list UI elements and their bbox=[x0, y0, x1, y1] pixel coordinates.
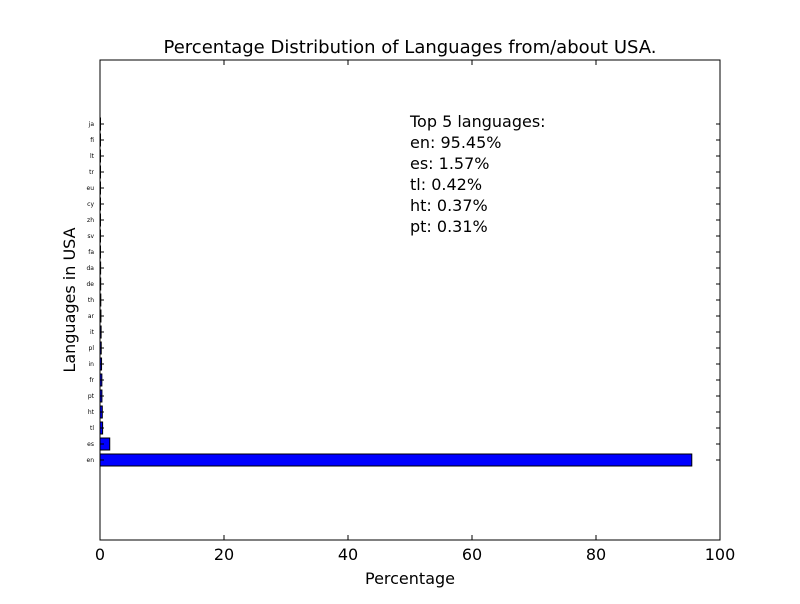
x-tick-label: 60 bbox=[462, 545, 482, 564]
annotation-line: Top 5 languages: bbox=[409, 112, 546, 131]
x-tick-label: 0 bbox=[95, 545, 105, 564]
y-ticks-group: en es tl ht pt fr in pl it ar th de da fa sv zh cy eu tr lt… bbox=[87, 121, 720, 464]
x-axis-label: Percentage bbox=[365, 569, 455, 588]
y-tick-label-eu: eu bbox=[87, 185, 95, 192]
y-tick-label-tl: tl bbox=[90, 425, 94, 432]
y-tick-label-es: es bbox=[87, 441, 94, 448]
x-ticks-group: 0 20 40 60 80 100 bbox=[95, 60, 735, 564]
y-tick-label-ar: ar bbox=[88, 313, 95, 320]
y-tick-label-cy: cy bbox=[87, 201, 94, 208]
annotation-line: en: 95.45% bbox=[410, 133, 501, 152]
x-tick-label: 20 bbox=[214, 545, 234, 564]
y-tick-label-pt: pt bbox=[88, 393, 95, 400]
plot-area bbox=[100, 60, 720, 540]
x-tick-label: 80 bbox=[586, 545, 606, 564]
y-tick-label-sv: sv bbox=[87, 233, 94, 240]
x-tick-label: 40 bbox=[338, 545, 358, 564]
y-tick-label-ja: ja bbox=[88, 121, 95, 128]
annotation-line: tl: 0.42% bbox=[410, 175, 482, 194]
x-tick-label: 100 bbox=[705, 545, 736, 564]
annotation-line: ht: 0.37% bbox=[410, 196, 488, 215]
y-tick-label-ht: ht bbox=[88, 409, 95, 416]
y-tick-label-it: it bbox=[90, 329, 95, 336]
y-tick-label-en: en bbox=[87, 457, 95, 464]
y-tick-label-pl: pl bbox=[89, 345, 95, 352]
annotation-line: pt: 0.31% bbox=[410, 217, 488, 236]
y-tick-label-da: da bbox=[87, 265, 95, 272]
y-tick-label-fr: fr bbox=[89, 377, 94, 384]
annotation-line: es: 1.57% bbox=[410, 154, 489, 173]
y-tick-label-de: de bbox=[87, 281, 95, 288]
plot-frame bbox=[99, 59, 721, 541]
y-axis-label: Languages in USA bbox=[60, 227, 79, 372]
annotation-box: Top 5 languages: en: 95.45% es: 1.57% tl: 0… bbox=[409, 112, 546, 236]
y-tick-label-th: th bbox=[88, 297, 94, 304]
y-tick-label-lt: lt bbox=[90, 153, 95, 160]
bar-en bbox=[99, 453, 693, 467]
y-tick-label-fa: fa bbox=[88, 249, 94, 256]
y-tick-label-fi: fi bbox=[90, 137, 94, 144]
chart-title: Percentage Distribution of Languages fro… bbox=[164, 37, 657, 58]
y-tick-label-zh: zh bbox=[87, 217, 94, 224]
y-tick-label-tr: tr bbox=[89, 169, 94, 176]
y-tick-label-in: in bbox=[89, 361, 95, 368]
